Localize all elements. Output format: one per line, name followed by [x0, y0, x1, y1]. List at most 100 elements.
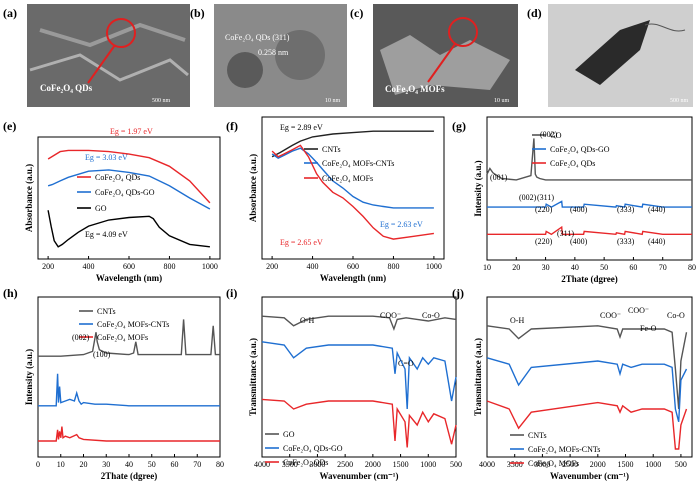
legend-entry-g-0: GO — [550, 131, 562, 140]
x-tick-label-f: 800 — [387, 262, 399, 271]
x-tick-label-f: 600 — [347, 262, 359, 271]
panel-label-f: (f) — [226, 119, 238, 133]
micrograph-b-lattice: 0.258 nm — [258, 48, 289, 57]
annotation-g-8: (220) — [535, 237, 553, 246]
x-axis-label-e: Wavelength (nm) — [96, 273, 162, 283]
annotation-g-3: (311) — [537, 193, 554, 202]
y-axis-label-i: Transmittance (a.u.) — [248, 338, 258, 416]
series-line-j-0 — [486, 325, 688, 410]
micrograph-c-arrow — [427, 43, 456, 83]
plot-frame-e — [37, 136, 221, 260]
x-tick-label-j: 2000 — [590, 460, 606, 469]
micrograph-c-scale: 10 um — [494, 98, 510, 104]
x-tick-label-h: 80 — [216, 460, 224, 469]
x-tick-label-i: 1000 — [420, 460, 436, 469]
legend-entry-f-1: CoFe₂O₄ MOFs-CNTs — [322, 159, 394, 168]
x-tick-label-h: 30 — [102, 460, 110, 469]
panel-label-e: (e) — [3, 119, 16, 133]
annotation-g-5: (400) — [570, 205, 588, 214]
annotation-j-0: O-H — [510, 316, 524, 325]
panel-label-b: (b) — [190, 6, 205, 20]
x-axis-label-g: 2Thate (dgree) — [561, 274, 618, 284]
micrograph-d-fiber — [644, 23, 686, 32]
x-tick-label-g: 30 — [542, 263, 550, 272]
annotation-j-4: Co-O — [667, 311, 685, 320]
x-tick-label-i: 500 — [450, 460, 462, 469]
micrograph-b: (b) CoFe₂O₄ QDs (311) 0.258 nm 10 nm — [190, 4, 347, 107]
micrograph-b-caption: CoFe₂O₄ QDs (311) — [225, 33, 290, 42]
micrograph-a-texture2 — [39, 22, 186, 48]
chart-e: (e) 200 400 600 800 1000 Wavelength (nm) Absorb… — [3, 119, 221, 283]
x-tick-label-e: 600 — [123, 262, 135, 271]
legend-entry-j-0: CNTs — [528, 431, 547, 440]
micrograph-a-caption: CoFe₂O₄ QDs — [40, 83, 93, 93]
micrograph-a-scale: 500 nm — [152, 98, 171, 104]
legend-entry-h-1: CoFe₂O₄ MOFs-CNTs — [97, 320, 169, 329]
x-tick-label-e: 200 — [42, 262, 54, 271]
annotation-e-0: Eg = 1.97 eV — [110, 127, 153, 136]
x-tick-label-j: 2500 — [562, 460, 578, 469]
annotation-h-1: (100) — [93, 350, 111, 359]
series-line-g-0 — [486, 138, 692, 181]
annotation-e-2: Eg = 4.09 eV — [85, 230, 128, 239]
annotation-g-10: (400) — [570, 237, 588, 246]
series-line-h-2 — [38, 426, 220, 442]
chart-g: (g) 10 20 30 40 50 60 70 80 2Thate (dgree) Intensi… — [452, 116, 696, 284]
x-tick-label-h: 40 — [125, 460, 133, 469]
annotation-j-1: COO⁻ — [600, 311, 621, 320]
legend-entry-h-0: CNTs — [97, 307, 116, 316]
y-axis-label-g: Intensity (a.u.) — [473, 160, 483, 216]
micrograph-a-texture — [29, 53, 189, 82]
series-line-i-0 — [261, 315, 457, 332]
x-tick-label-i: 2500 — [337, 460, 353, 469]
x-tick-label-i: 2000 — [365, 460, 381, 469]
micrograph-d-scale: 500 nm — [670, 98, 689, 104]
panel-label-a: (a) — [3, 6, 17, 20]
x-tick-label-j: 500 — [675, 460, 687, 469]
annotation-g-4: (220) — [535, 205, 553, 214]
x-tick-label-g: 20 — [512, 263, 520, 272]
annotation-g-1: (002) — [540, 130, 558, 139]
x-tick-label-h: 50 — [148, 460, 156, 469]
series-line-e-1 — [47, 169, 211, 210]
x-axis-label-i: Wavenumber (cm⁻¹) — [319, 471, 398, 481]
x-tick-label-i: 3000 — [309, 460, 325, 469]
chart-f: (f) 200 400 600 800 1000 Wavelength (nm) Absorb… — [226, 116, 445, 283]
x-tick-label-j: 4000 — [479, 460, 495, 469]
series-line-f-1 — [271, 147, 434, 209]
annotation-g-12: (440) — [648, 237, 666, 246]
y-axis-label-f: Absorbance (a.u.) — [248, 154, 258, 222]
x-tick-label-h: 10 — [57, 460, 65, 469]
micrograph-d: (d) 500 nm — [527, 4, 693, 107]
x-tick-label-e: 1000 — [202, 262, 218, 271]
chart-j: (j) 4000 3500 3000 2500 2000 1500 1000 500 Wavenu… — [452, 286, 693, 481]
y-axis-label-h: Intensity (a.u.) — [24, 349, 34, 405]
series-line-e-0 — [47, 149, 211, 204]
annotation-i-3: C=O — [398, 359, 414, 368]
micrograph-b-particle2 — [275, 30, 325, 80]
panel-label-g: (g) — [452, 119, 466, 133]
panel-label-h: (h) — [3, 286, 18, 300]
x-axis-label-h: 2Thate (dgree) — [101, 471, 158, 481]
x-tick-label-i: 1500 — [393, 460, 409, 469]
annotation-f-0: Eg = 2.89 eV — [280, 123, 323, 132]
legend-entry-e-1: CoFe₂O₄ QDs-GO — [95, 188, 155, 197]
micrograph-c: (c) CoFe₂O₄ MOFs 10 um — [350, 4, 518, 107]
series-line-f-2 — [271, 144, 434, 240]
panel-label-c: (c) — [350, 6, 363, 20]
legend-entry-j-2: CoFe₂O₄ MOFs — [528, 459, 579, 468]
x-tick-label-g: 50 — [600, 263, 608, 272]
x-tick-label-g: 10 — [483, 263, 491, 272]
series-line-i-1 — [261, 341, 457, 410]
series-line-h-1 — [38, 373, 220, 407]
panel-label-j: (j) — [452, 286, 464, 300]
series-line-g-2 — [487, 225, 692, 236]
x-tick-label-g: 60 — [629, 263, 637, 272]
legend-entry-g-2: CoFe₂O₄ QDs — [550, 159, 595, 168]
annotation-g-2: (002) — [519, 193, 537, 202]
micrograph-b-particle — [227, 52, 263, 88]
legend-entry-i-0: GO — [283, 430, 295, 439]
annotation-f-1: Eg = 2.63 eV — [380, 220, 423, 229]
micrograph-c-highlight — [448, 17, 478, 47]
